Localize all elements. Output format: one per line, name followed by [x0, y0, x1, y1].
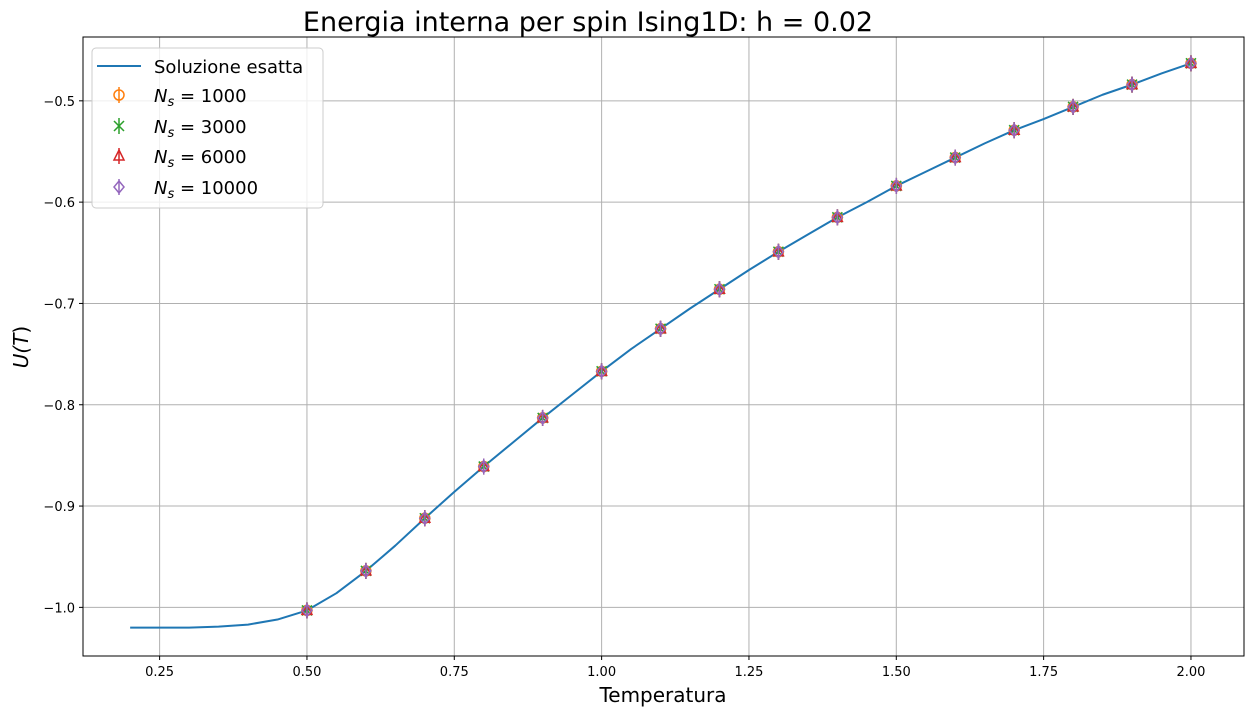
- data-point-ns10000: [536, 409, 549, 426]
- legend-label-ns: Ns = 1000: [154, 86, 247, 110]
- x-tick-label: 0.25: [145, 665, 174, 680]
- y-tick-label: −0.5: [43, 95, 75, 110]
- data-point-ns10000: [300, 602, 313, 619]
- chart-title: Energia interna per spin Ising1D: h = 0.…: [303, 7, 873, 38]
- x-tick-label: 1.50: [882, 665, 911, 680]
- data-point-ns10000: [713, 281, 726, 298]
- y-axis-label-group: U(T): [9, 326, 33, 368]
- data-point-ns10000: [831, 209, 844, 226]
- legend-label-ns: Ns = 6000: [154, 147, 247, 171]
- y-tick-label: −1.0: [43, 601, 75, 616]
- data-point-ns10000: [359, 562, 372, 579]
- data-point-ns10000: [477, 458, 490, 475]
- legend-label-ns: Ns = 3000: [154, 117, 247, 141]
- legend-marker-swatch: [113, 179, 125, 195]
- legend-marker-swatch: [113, 87, 125, 103]
- legend-label-soluzione-esatta: Soluzione esatta: [154, 57, 303, 78]
- data-point-ns10000: [654, 320, 667, 337]
- legend-box: [91, 47, 324, 209]
- y-axis-label: U(T): [9, 326, 33, 368]
- legend-label-ns: Ns = 10000: [154, 178, 258, 202]
- data-point-ns10000: [1184, 55, 1197, 72]
- data-point-ns10000: [772, 243, 785, 260]
- data-point-ns10000: [890, 177, 903, 194]
- data-point-ns10000: [1067, 98, 1080, 115]
- legend-marker-swatch: [112, 148, 126, 164]
- x-tick-label: 1.75: [1029, 665, 1058, 680]
- x-tick-label: 0.50: [292, 665, 321, 680]
- y-tick-label: −0.8: [43, 399, 75, 414]
- x-axis-label: Temperatura: [598, 683, 726, 707]
- plot-frame: [82, 36, 1245, 657]
- x-tick-label: 1.25: [734, 665, 763, 680]
- y-tick-label: −0.7: [43, 297, 75, 312]
- legend: Soluzione esatta Ns = 1000 Ns = 3000 Ns = 6…: [91, 47, 324, 209]
- y-tick-label: −0.9: [43, 500, 75, 515]
- x-tick-label: 0.75: [440, 665, 469, 680]
- data-point-ns10000: [949, 149, 962, 166]
- data-point-ns10000: [1008, 122, 1021, 139]
- data-point-ns10000: [418, 510, 431, 527]
- grid-layer: [83, 37, 1244, 656]
- data-layer: [130, 55, 1198, 629]
- x-tick-label: 2.00: [1176, 665, 1205, 680]
- legend-marker-swatch: [113, 118, 125, 134]
- tick-layer: 0.25 0.50 0.75 1.00 1.25 1.50 1.75 2.00 −1.0 −0.9…: [43, 95, 1205, 680]
- data-point-ns10000: [595, 363, 608, 380]
- y-tick-label: −0.6: [43, 196, 75, 211]
- data-point-ns10000: [1126, 76, 1139, 93]
- x-tick-label: 1.00: [587, 665, 616, 680]
